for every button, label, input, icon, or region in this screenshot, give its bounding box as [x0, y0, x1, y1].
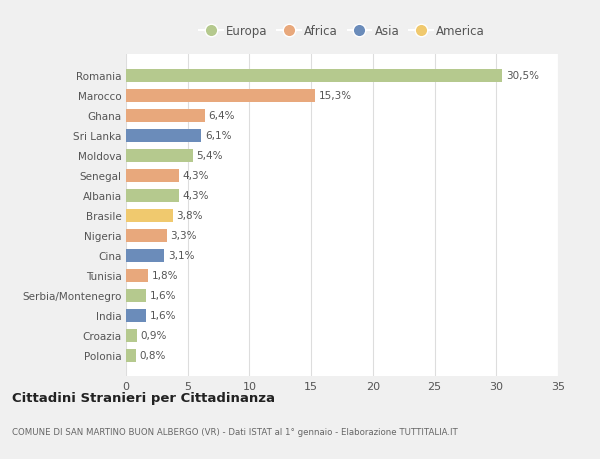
Bar — [126, 70, 502, 83]
Bar — [126, 129, 201, 142]
Bar — [126, 229, 167, 242]
Text: 4,3%: 4,3% — [183, 191, 209, 201]
Text: 0,8%: 0,8% — [140, 350, 166, 360]
Bar — [126, 249, 164, 262]
Text: 3,8%: 3,8% — [176, 211, 203, 221]
Bar — [126, 269, 148, 282]
Legend: Europa, Africa, Asia, America: Europa, Africa, Asia, America — [197, 22, 487, 40]
Bar — [126, 110, 205, 123]
Bar — [126, 289, 146, 302]
Text: 30,5%: 30,5% — [506, 71, 539, 81]
Bar — [126, 189, 179, 202]
Text: COMUNE DI SAN MARTINO BUON ALBERGO (VR) - Dati ISTAT al 1° gennaio - Elaborazion: COMUNE DI SAN MARTINO BUON ALBERGO (VR) … — [12, 427, 458, 436]
Text: 0,9%: 0,9% — [141, 330, 167, 340]
Bar — [126, 90, 315, 102]
Text: 6,4%: 6,4% — [209, 111, 235, 121]
Bar — [126, 169, 179, 182]
Bar — [126, 150, 193, 162]
Text: 6,1%: 6,1% — [205, 131, 232, 141]
Bar — [126, 209, 173, 222]
Bar — [126, 349, 136, 362]
Text: 3,3%: 3,3% — [170, 231, 197, 241]
Text: 5,4%: 5,4% — [196, 151, 223, 161]
Text: Cittadini Stranieri per Cittadinanza: Cittadini Stranieri per Cittadinanza — [12, 392, 275, 405]
Text: 15,3%: 15,3% — [319, 91, 352, 101]
Bar — [126, 329, 137, 342]
Text: 1,6%: 1,6% — [149, 310, 176, 320]
Text: 1,6%: 1,6% — [149, 291, 176, 301]
Text: 3,1%: 3,1% — [168, 251, 194, 261]
Text: 4,3%: 4,3% — [183, 171, 209, 181]
Text: 1,8%: 1,8% — [152, 270, 178, 280]
Bar — [126, 309, 146, 322]
